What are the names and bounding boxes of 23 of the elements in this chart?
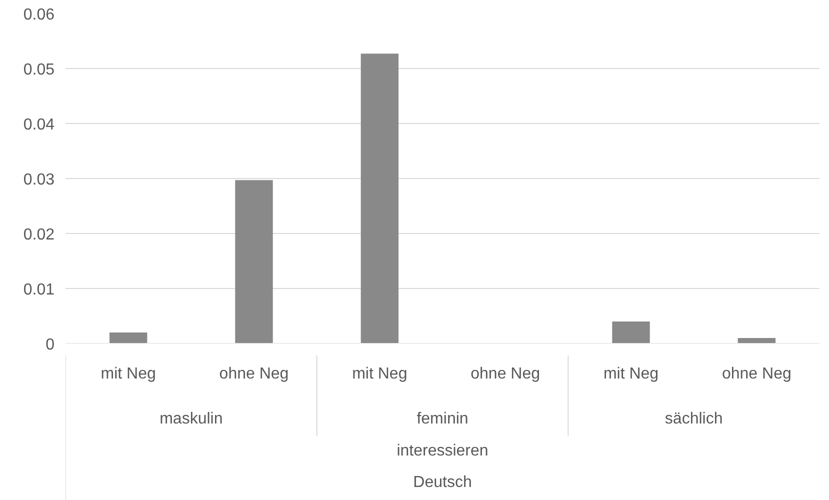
y-tick-label: 0.06 xyxy=(23,6,55,24)
y-tick-label: 0.04 xyxy=(23,116,55,134)
text: interessieren xyxy=(396,442,488,460)
y-tick-label: 0.05 xyxy=(23,62,55,78)
y-tick-label: 0.03 xyxy=(23,172,55,188)
x-tick-label: mit Neg xyxy=(100,366,156,383)
text: sächlich xyxy=(664,410,723,428)
x-tick-label: mit Neg xyxy=(603,366,659,383)
x-tick-label: ohne Neg xyxy=(722,366,792,383)
text: feminin xyxy=(416,410,468,428)
text: maskulin xyxy=(160,410,223,428)
x-tick-label: ohne Neg xyxy=(470,366,540,383)
x-tick-label: mit Neg xyxy=(352,366,408,383)
y-tick-label: 0.02 xyxy=(23,226,55,244)
x-tick-label: ohne Neg xyxy=(219,366,289,383)
y-tick-label: 0 xyxy=(46,336,55,354)
bar xyxy=(360,54,399,344)
bar xyxy=(612,322,650,344)
bar xyxy=(738,338,776,344)
text: Deutsch xyxy=(413,474,472,492)
bar xyxy=(235,180,273,344)
y-tick-label: 0.01 xyxy=(23,282,55,298)
bar xyxy=(109,332,148,344)
